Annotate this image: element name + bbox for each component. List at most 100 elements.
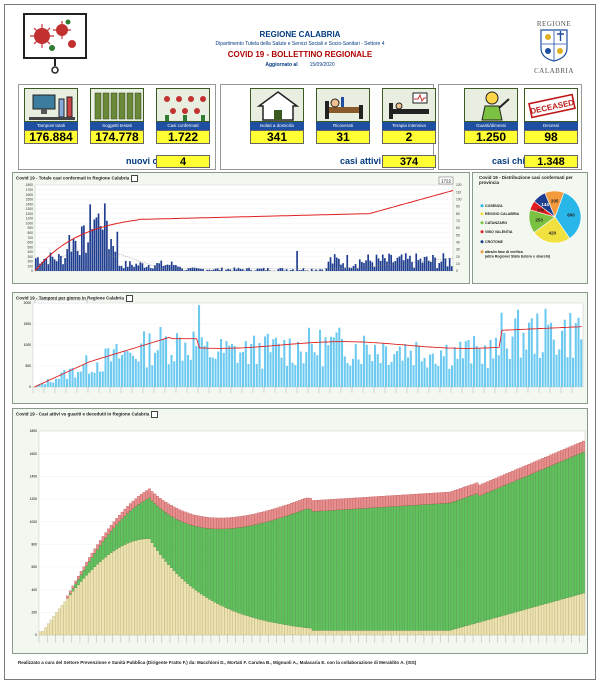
tests-daily-bar — [398, 346, 401, 387]
cases-daily-bar — [254, 270, 257, 271]
recovered-bar — [169, 516, 173, 568]
recovered-bar — [290, 514, 293, 626]
recovered-bar — [298, 511, 301, 627]
active-bar — [401, 630, 405, 636]
deceased-bar — [79, 571, 83, 575]
cases-daily-bar — [70, 251, 73, 271]
recovered-bar — [273, 519, 277, 623]
recovered-bar — [295, 512, 299, 627]
deceased-bar — [295, 501, 299, 513]
recovered-bar — [489, 491, 493, 620]
tests-daily-bar — [354, 344, 357, 387]
tests-daily-bar — [178, 337, 181, 387]
active-bar — [407, 630, 411, 636]
active-bar — [172, 570, 176, 636]
active-bar — [374, 630, 378, 636]
deceased-bar — [74, 580, 78, 584]
cases-daily-bar — [409, 255, 411, 271]
recovered-bar — [194, 526, 198, 591]
tests-daily-bar — [305, 351, 308, 387]
deceased-bar — [164, 501, 168, 513]
tests-daily-bar — [151, 365, 154, 387]
active-bar — [412, 630, 416, 636]
tests-daily-bar — [376, 354, 379, 387]
recovered-bar — [371, 507, 375, 631]
deceased-bar — [549, 454, 553, 466]
deceased-bar — [568, 446, 572, 458]
tests-daily-bar — [156, 350, 159, 387]
recovered-bar — [202, 527, 206, 596]
active-bar — [270, 622, 274, 636]
deceased-bar — [478, 484, 482, 497]
cases-daily-bar — [43, 258, 46, 271]
recovered-bar — [530, 473, 533, 608]
deceased-bar — [300, 499, 304, 511]
cases-daily-bar — [97, 213, 100, 271]
deceased-bar — [98, 540, 102, 546]
tests-daily-bar — [409, 350, 412, 387]
deceased-bar — [524, 465, 528, 477]
cases-daily-bar — [319, 269, 321, 271]
lab-computer-icon — [24, 88, 78, 122]
cases-daily-bar — [248, 267, 250, 271]
recovered-bar — [139, 502, 143, 540]
tests-daily-bar — [418, 345, 421, 387]
deceased-bar — [191, 514, 195, 526]
tests-daily-bar — [486, 368, 489, 387]
tests-daily-bar — [162, 339, 165, 387]
active-bar — [573, 595, 577, 636]
deceased-bar — [418, 493, 422, 505]
cases-y-right-tick: 110 — [456, 190, 461, 194]
deceased-bar — [183, 511, 187, 523]
deceased-bar — [333, 499, 337, 511]
active-bar — [382, 630, 386, 636]
active-bar — [563, 598, 566, 636]
deceased-bar — [355, 497, 359, 509]
recovered-bar — [104, 537, 108, 558]
tests-daily-bar — [99, 371, 102, 387]
deceased-bar — [251, 514, 255, 526]
tests-daily-bar — [371, 361, 374, 387]
deceased-bar — [541, 458, 544, 470]
active-bar — [522, 609, 525, 636]
deceased-bar — [240, 516, 244, 528]
active-bar — [273, 622, 277, 636]
cases-daily-bar — [177, 266, 179, 271]
deceased-bar — [500, 475, 503, 487]
deceased-bar — [382, 495, 386, 508]
cases-daily-bar — [241, 269, 244, 271]
active-bar — [503, 615, 506, 636]
cases-daily-bar — [152, 268, 154, 271]
tests-daily-bar — [539, 357, 542, 387]
tests-daily-bar — [63, 369, 66, 387]
deceased-bar — [494, 477, 498, 490]
active-bar — [120, 545, 124, 636]
deceased-bar — [554, 452, 558, 464]
cases-daily-bar — [400, 254, 403, 271]
recovered-bar — [497, 487, 501, 617]
tests-daily-bar — [143, 331, 146, 387]
recovered-bar — [112, 527, 116, 552]
active-bar — [554, 600, 558, 636]
card-confermati: Casi confermati 1.722 — [156, 88, 210, 144]
recovered-bar — [268, 520, 271, 622]
testati-label: Soggetti testati — [90, 122, 144, 130]
active-bar — [467, 625, 471, 636]
cases-daily-bar — [396, 257, 399, 271]
deceased-bar — [366, 496, 370, 509]
cases-daily-bar — [47, 264, 50, 271]
deceased-bar — [325, 499, 329, 511]
cases-daily-bar — [246, 268, 248, 271]
tests-daily-bar — [132, 355, 135, 387]
tests-daily-bar — [552, 339, 555, 387]
recovered-bar — [535, 471, 539, 607]
recovered-bar — [249, 525, 252, 617]
recovered-bar — [251, 524, 255, 618]
tests-daily-bar — [137, 361, 140, 387]
guariti-label: Guariti/dimessi — [464, 122, 518, 130]
recovered-bar — [451, 501, 454, 630]
recovered-bar — [257, 523, 260, 620]
active-bar — [429, 630, 432, 636]
cases-daily-bar — [95, 217, 98, 271]
deceased-bar — [442, 492, 446, 504]
